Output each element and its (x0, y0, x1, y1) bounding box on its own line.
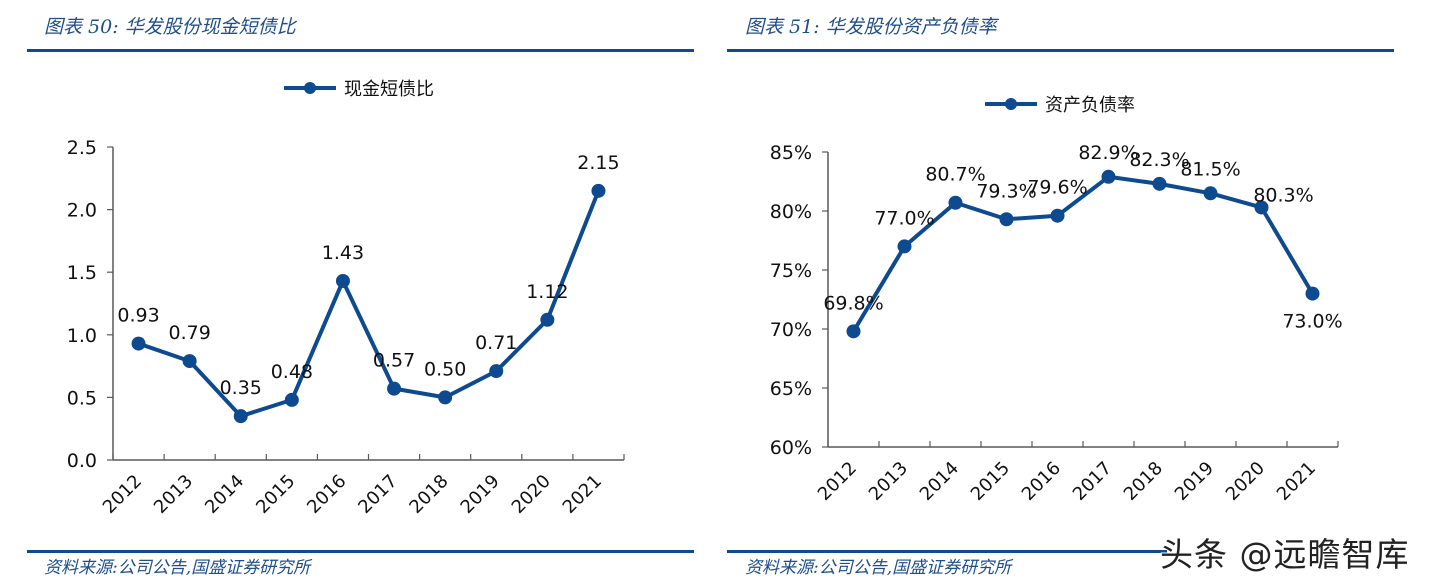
left-figure-title: 图表 50: 华发股份现金短债比 (44, 16, 296, 38)
data-point-marker (335, 273, 350, 288)
data-point-marker (1305, 286, 1320, 301)
data-label: 0.57 (373, 350, 415, 372)
data-point-marker (387, 381, 402, 396)
data-point-marker (1101, 169, 1116, 184)
x-tick-label: 2017 (1069, 458, 1116, 505)
x-tick-label: 2019 (1171, 458, 1218, 505)
data-label: 81.5% (1180, 158, 1240, 180)
right-source-note: 资料来源:公司公告,国盛证券研究所 (745, 558, 1012, 578)
data-point-marker (1203, 186, 1218, 201)
legend-marker-icon (1005, 98, 1017, 110)
data-label: 79.6% (1027, 177, 1087, 199)
y-tick-label: 2.5 (67, 137, 97, 159)
x-tick-label: 2015 (967, 458, 1014, 505)
data-label: 0.93 (117, 305, 159, 327)
right-figure-title: 图表 51: 华发股份资产负债率 (745, 16, 997, 38)
y-tick-label: 0.0 (67, 450, 97, 472)
x-tick-label: 2012 (814, 458, 861, 505)
y-tick-label: 85% (770, 142, 812, 164)
x-tick-label: 2018 (1120, 458, 1167, 505)
data-label: 80.3% (1253, 184, 1313, 206)
legend: 现金短债比 (284, 79, 434, 100)
data-label: 2.15 (577, 152, 619, 174)
data-point-marker (233, 409, 248, 424)
legend-label: 资产负债率 (1045, 95, 1135, 116)
data-label: 69.8% (823, 292, 883, 314)
right-top-rule (727, 49, 1394, 52)
series-line (137, 190, 601, 419)
data-label: 0.71 (475, 332, 517, 354)
left-bottom-rule (27, 550, 694, 553)
y-tick-label: 75% (770, 260, 812, 282)
data-label: 0.79 (168, 322, 210, 344)
watermark-text: 头条 @远瞻智库 (1160, 535, 1410, 574)
y-tick-label: 1.5 (67, 262, 97, 284)
legend: 资产负债率 (985, 95, 1135, 116)
data-point-marker (999, 212, 1014, 227)
data-point-marker (540, 312, 555, 327)
data-label: 0.35 (220, 377, 262, 399)
data-point-marker (1050, 208, 1065, 223)
data-point-marker (897, 239, 912, 254)
x-tick-label: 2020 (1222, 458, 1269, 505)
y-tick-label: 1.0 (67, 325, 97, 347)
y-tick-label: 80% (770, 201, 812, 223)
data-label: 79.3% (976, 180, 1036, 202)
data-label: 82.9% (1078, 142, 1138, 164)
data-point-marker (182, 354, 197, 369)
x-tick-label: 2013 (865, 458, 912, 505)
data-label: 73.0% (1282, 311, 1342, 333)
data-point-marker (438, 390, 453, 405)
data-point-marker (591, 183, 606, 198)
data-label: 77.0% (874, 207, 934, 229)
left-top-rule (27, 49, 694, 52)
data-label: 80.7% (925, 164, 985, 186)
data-label: 0.50 (424, 358, 466, 380)
data-point-marker (489, 364, 504, 379)
y-tick-label: 65% (770, 378, 812, 400)
series-line (851, 174, 1315, 333)
data-label: 0.48 (271, 361, 313, 383)
x-tick-label: 2021 (1273, 458, 1320, 505)
data-label: 82.3% (1129, 149, 1189, 171)
left-figure-panel: 图表 50: 华发股份现金短债比 现金短债比 0.0 0.5 1.0 1.5 2.0 2.5… (0, 0, 720, 587)
data-point-marker (1152, 176, 1167, 191)
data-label: 1.12 (526, 281, 568, 303)
data-label: 1.43 (322, 242, 364, 264)
y-tick-label: 70% (770, 319, 812, 341)
data-point-marker (284, 392, 299, 407)
y-tick-label: 0.5 (67, 387, 97, 409)
left-source-note: 资料来源:公司公告,国盛证券研究所 (44, 558, 311, 578)
right-bottom-rule (727, 550, 1167, 553)
legend-marker-icon (304, 82, 316, 94)
data-point-marker (1254, 200, 1269, 215)
legend-label: 现金短债比 (344, 79, 434, 100)
data-point-marker (948, 195, 963, 210)
x-tick-label: 2014 (916, 458, 963, 505)
y-tick-label: 60% (770, 437, 812, 459)
data-point-marker (131, 336, 146, 351)
x-tick-label: 2016 (1018, 458, 1065, 505)
y-tick-label: 2.0 (67, 200, 97, 222)
data-point-marker (846, 324, 861, 339)
